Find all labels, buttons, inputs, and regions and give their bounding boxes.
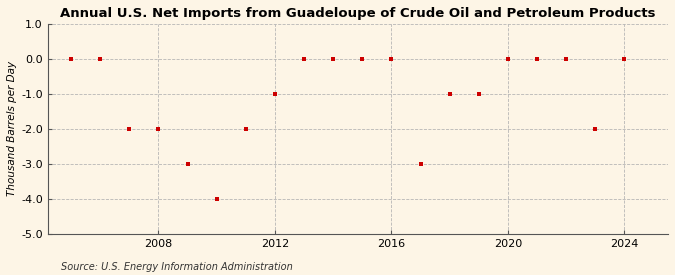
Point	[386, 57, 397, 61]
Point	[415, 162, 426, 166]
Point	[502, 57, 513, 61]
Text: Source: U.S. Energy Information Administration: Source: U.S. Energy Information Administ…	[61, 262, 292, 272]
Point	[590, 127, 601, 131]
Point	[298, 57, 309, 61]
Point	[211, 197, 222, 201]
Point	[269, 92, 280, 96]
Point	[619, 57, 630, 61]
Point	[124, 127, 135, 131]
Point	[357, 57, 368, 61]
Title: Annual U.S. Net Imports from Guadeloupe of Crude Oil and Petroleum Products: Annual U.S. Net Imports from Guadeloupe …	[60, 7, 655, 20]
Point	[473, 92, 484, 96]
Point	[444, 92, 455, 96]
Point	[561, 57, 572, 61]
Point	[65, 57, 76, 61]
Point	[328, 57, 339, 61]
Point	[95, 57, 105, 61]
Point	[240, 127, 251, 131]
Point	[182, 162, 193, 166]
Point	[532, 57, 543, 61]
Y-axis label: Thousand Barrels per Day: Thousand Barrels per Day	[7, 61, 17, 196]
Point	[153, 127, 164, 131]
